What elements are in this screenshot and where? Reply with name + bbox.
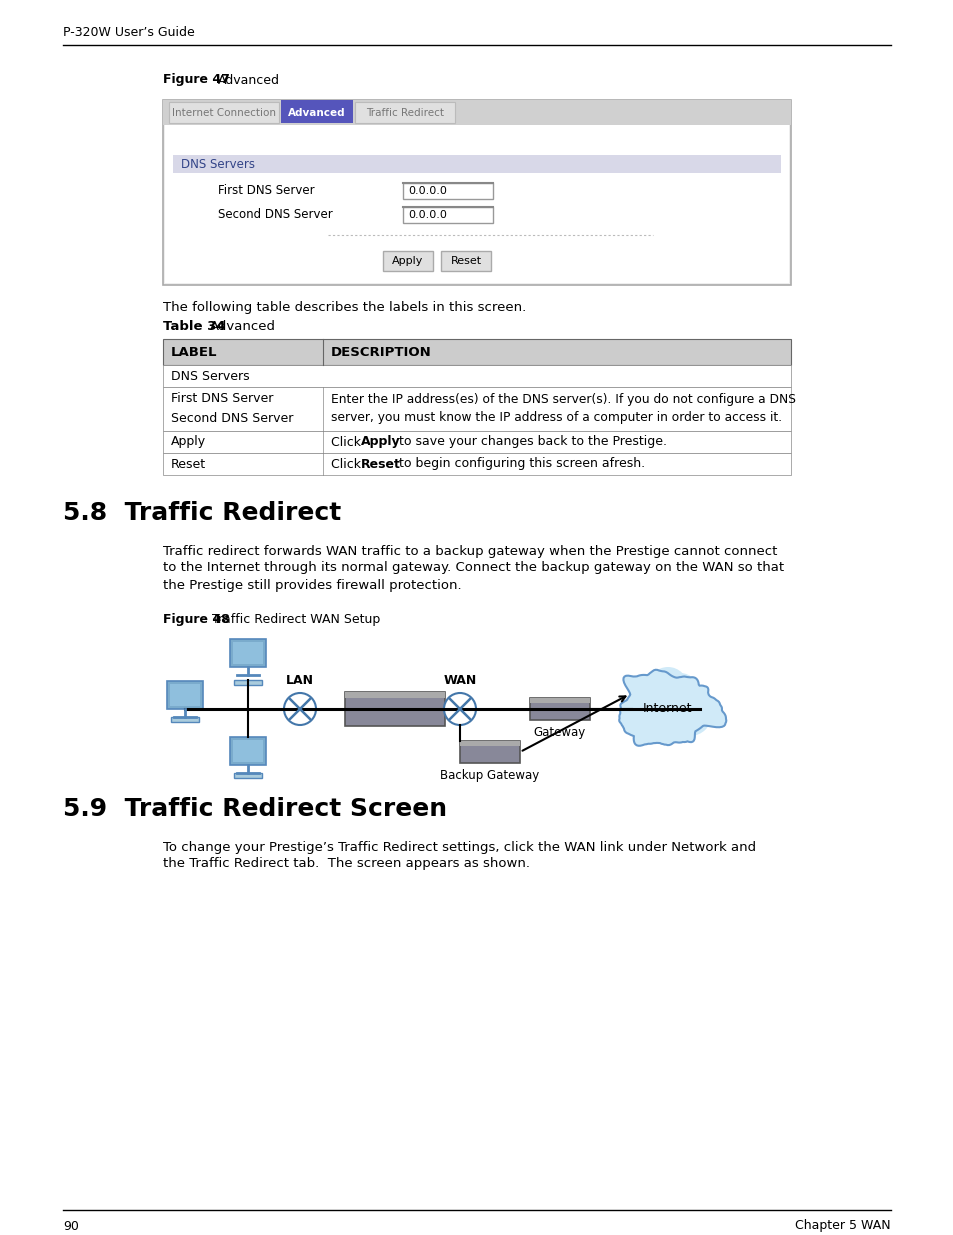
Bar — [402, 183, 493, 199]
Text: Click: Click — [331, 436, 365, 448]
Bar — [171, 718, 199, 722]
Circle shape — [667, 692, 711, 736]
Text: Reset: Reset — [171, 457, 206, 471]
Bar — [163, 100, 790, 125]
Text: to the Internet through its normal gateway. Connect the backup gateway on the WA: to the Internet through its normal gatew… — [163, 562, 783, 574]
Bar — [233, 740, 263, 762]
Bar — [233, 642, 263, 664]
Text: Reset: Reset — [360, 457, 400, 471]
Bar — [233, 773, 262, 778]
Text: the Traffic Redirect tab.  The screen appears as shown.: the Traffic Redirect tab. The screen app… — [163, 857, 530, 871]
Text: Advanced: Advanced — [210, 321, 275, 333]
Bar — [163, 338, 790, 366]
Text: Advanced: Advanced — [288, 107, 345, 117]
Text: To change your Prestige’s Traffic Redirect settings, click the WAN link under Ne: To change your Prestige’s Traffic Redire… — [163, 841, 756, 853]
Text: DESCRIPTION: DESCRIPTION — [331, 346, 432, 358]
Text: server, you must know the IP address of a computer in order to access it.: server, you must know the IP address of … — [331, 410, 781, 424]
Text: WAN: WAN — [443, 674, 476, 687]
Text: Second DNS Server: Second DNS Server — [171, 412, 294, 426]
Circle shape — [647, 667, 687, 706]
Bar — [163, 387, 790, 431]
Bar — [163, 453, 790, 475]
Circle shape — [284, 693, 315, 725]
Bar — [355, 103, 455, 124]
Bar — [163, 100, 790, 285]
Text: 5.9  Traffic Redirect Screen: 5.9 Traffic Redirect Screen — [63, 797, 447, 821]
Text: Apply: Apply — [392, 256, 423, 266]
Text: Second DNS Server: Second DNS Server — [218, 209, 333, 221]
Circle shape — [638, 679, 698, 739]
Text: Gateway: Gateway — [534, 726, 585, 739]
Text: to save your changes back to the Prestige.: to save your changes back to the Prestig… — [395, 436, 666, 448]
FancyBboxPatch shape — [230, 737, 266, 764]
Text: Internet: Internet — [642, 703, 692, 715]
Circle shape — [659, 673, 700, 713]
Text: DNS Servers: DNS Servers — [171, 369, 250, 383]
Circle shape — [443, 693, 476, 725]
Bar — [281, 100, 353, 124]
Text: LABEL: LABEL — [171, 346, 217, 358]
Bar — [165, 125, 788, 283]
Text: First DNS Server: First DNS Server — [171, 393, 274, 405]
Text: Advanced: Advanced — [218, 74, 280, 86]
Bar — [382, 251, 433, 270]
Bar — [163, 366, 790, 387]
Text: Figure 47: Figure 47 — [163, 74, 230, 86]
Text: Traffic Redirect: Traffic Redirect — [366, 107, 443, 117]
Text: The following table describes the labels in this screen.: The following table describes the labels… — [163, 300, 526, 314]
Text: to begin configuring this screen afresh.: to begin configuring this screen afresh. — [395, 457, 644, 471]
Text: Enter the IP address(es) of the DNS server(s). If you do not configure a DNS: Enter the IP address(es) of the DNS serv… — [331, 393, 795, 405]
Text: 90: 90 — [63, 1219, 79, 1233]
Circle shape — [623, 692, 667, 736]
Text: the Prestige still provides firewall protection.: the Prestige still provides firewall pro… — [163, 578, 461, 592]
Text: Traffic redirect forwards WAN traffic to a backup gateway when the Prestige cann: Traffic redirect forwards WAN traffic to… — [163, 545, 777, 557]
Text: DNS Servers: DNS Servers — [181, 158, 254, 170]
Bar — [530, 698, 589, 703]
Text: Click: Click — [331, 457, 365, 471]
Text: Apply: Apply — [171, 436, 206, 448]
Bar — [440, 251, 491, 270]
Bar — [233, 680, 262, 685]
FancyBboxPatch shape — [167, 680, 203, 709]
Text: Figure 48: Figure 48 — [163, 614, 230, 626]
Text: Internet Connection: Internet Connection — [172, 107, 275, 117]
Bar — [163, 431, 790, 453]
Text: Backup Gateway: Backup Gateway — [440, 769, 539, 782]
FancyBboxPatch shape — [230, 638, 266, 667]
Text: Apply: Apply — [360, 436, 400, 448]
Text: Reset: Reset — [450, 256, 481, 266]
Text: Chapter 5 WAN: Chapter 5 WAN — [795, 1219, 890, 1233]
Bar — [345, 692, 444, 698]
Circle shape — [636, 673, 676, 713]
Polygon shape — [618, 669, 725, 746]
Bar — [169, 103, 278, 124]
Bar — [170, 684, 200, 706]
Bar — [459, 741, 519, 746]
Text: Traffic Redirect WAN Setup: Traffic Redirect WAN Setup — [212, 614, 380, 626]
Bar — [172, 156, 781, 173]
Text: 0.0.0.0: 0.0.0.0 — [408, 186, 446, 196]
Text: LAN: LAN — [286, 674, 314, 687]
Bar — [402, 207, 493, 224]
Bar — [530, 698, 589, 720]
Text: First DNS Server: First DNS Server — [218, 184, 314, 198]
Text: 5.8  Traffic Redirect: 5.8 Traffic Redirect — [63, 501, 341, 525]
Text: 0.0.0.0: 0.0.0.0 — [408, 210, 446, 220]
Bar — [459, 741, 519, 763]
Text: Table 34: Table 34 — [163, 321, 226, 333]
Text: P-320W User’s Guide: P-320W User’s Guide — [63, 26, 194, 38]
Bar — [345, 692, 444, 726]
